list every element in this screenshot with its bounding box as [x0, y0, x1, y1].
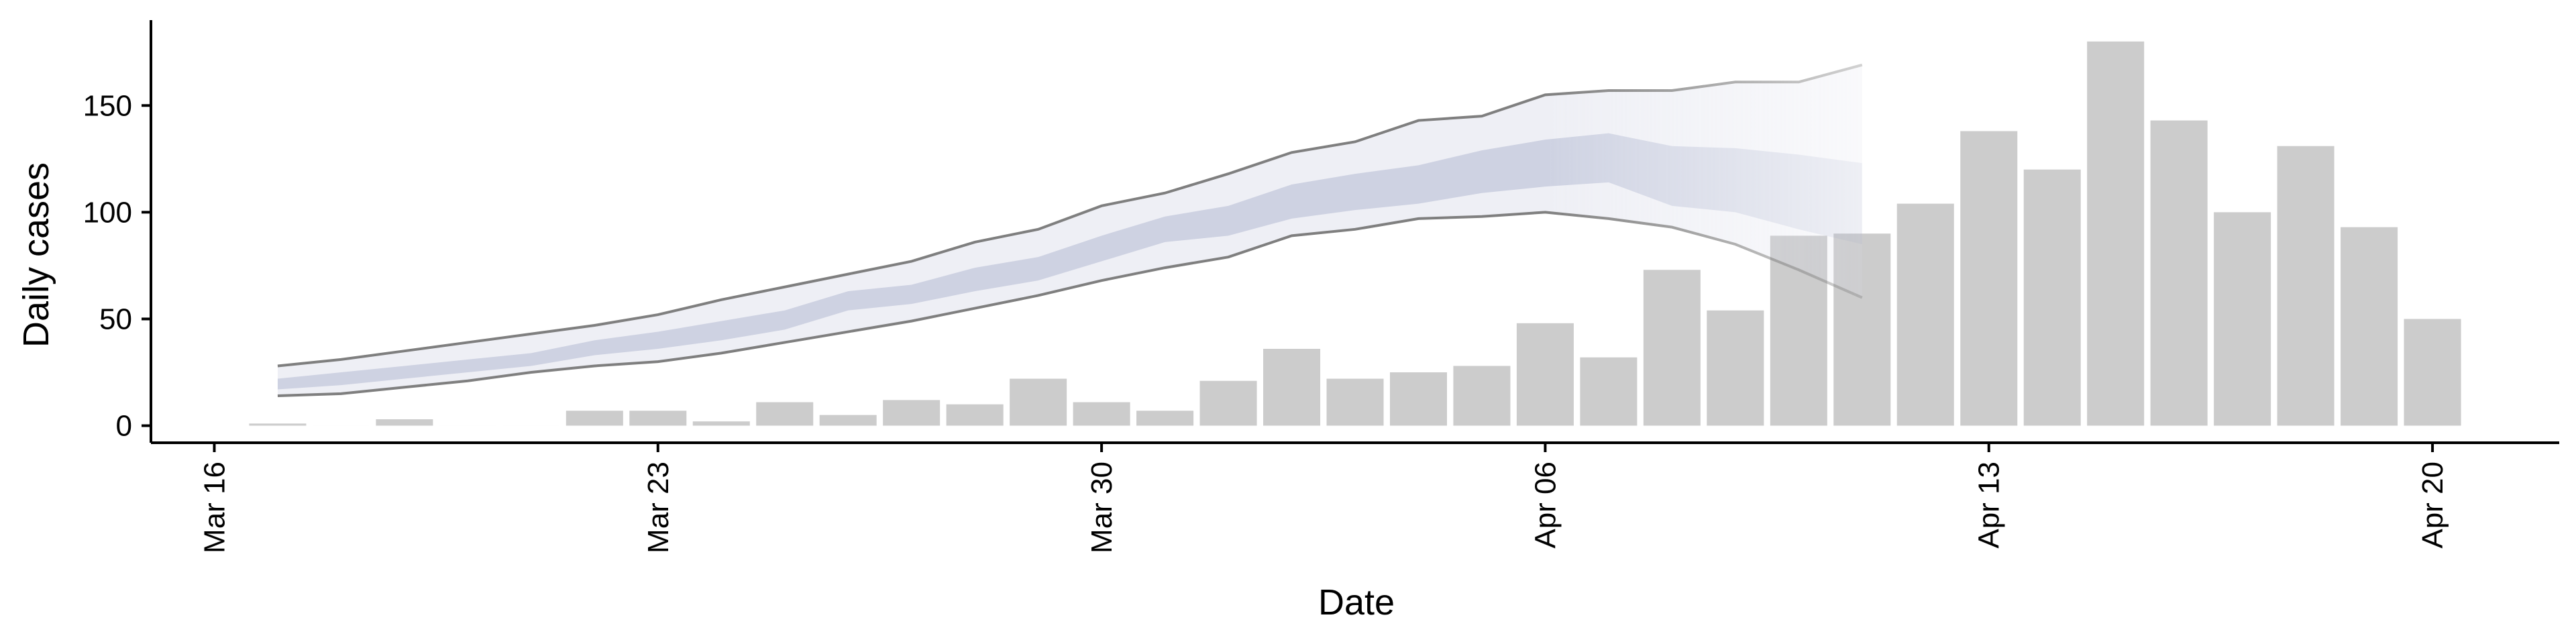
bar — [1010, 378, 1067, 426]
bar — [2023, 169, 2081, 426]
bar — [2214, 212, 2271, 426]
bar — [2150, 120, 2208, 426]
bar — [1833, 233, 1891, 426]
bar — [1263, 349, 1321, 426]
bar — [2277, 146, 2334, 426]
x-tick-label: Apr 06 — [1529, 462, 1562, 549]
y-tick-label: 0 — [116, 410, 132, 443]
bar — [629, 411, 687, 426]
bar — [1707, 310, 1764, 426]
bar — [946, 404, 1004, 426]
bar — [249, 423, 307, 426]
upper-bound-line — [277, 63, 1863, 368]
bar — [1770, 235, 1827, 426]
bar — [2087, 41, 2145, 426]
bar — [2341, 227, 2398, 426]
nowcast-band — [277, 63, 1863, 397]
outer-interval-band — [277, 64, 1862, 396]
bar — [2404, 319, 2461, 426]
bar — [1199, 380, 1257, 426]
bar — [1326, 378, 1384, 426]
bar — [883, 400, 941, 426]
axes: 0 50 100 150 Mar 16 Mar 23 Mar 30 Apr 06 Apr 13 A… — [83, 20, 2559, 553]
y-axis-title: Daily cases — [16, 162, 56, 347]
bar — [1073, 402, 1130, 426]
bars — [249, 41, 2461, 426]
x-axis-title: Date — [1318, 582, 1395, 623]
bar — [376, 419, 433, 426]
x-tick-label: Mar 23 — [642, 462, 675, 553]
y-tick-label: 150 — [83, 89, 132, 122]
bar — [1643, 270, 1701, 426]
bar — [1516, 323, 1574, 426]
y-tick-label: 100 — [83, 196, 132, 229]
bar — [692, 421, 750, 426]
bar — [819, 415, 877, 426]
x-tick-label: Mar 30 — [1085, 462, 1118, 553]
bar — [1896, 203, 1954, 426]
lower-bound-line — [277, 211, 1863, 397]
x-tick-label: Apr 20 — [2416, 462, 2449, 549]
x-tick-label: Mar 16 — [198, 462, 231, 553]
bar — [1580, 357, 1638, 426]
y-tick-label: 50 — [99, 303, 132, 335]
inner-interval-band — [277, 133, 1862, 390]
bar — [566, 411, 623, 426]
bar — [1389, 372, 1447, 426]
bar — [1453, 366, 1511, 426]
x-tick-label: Apr 13 — [1973, 462, 2006, 549]
bar — [1136, 411, 1194, 426]
bar — [1960, 131, 2018, 426]
bar — [756, 402, 814, 426]
